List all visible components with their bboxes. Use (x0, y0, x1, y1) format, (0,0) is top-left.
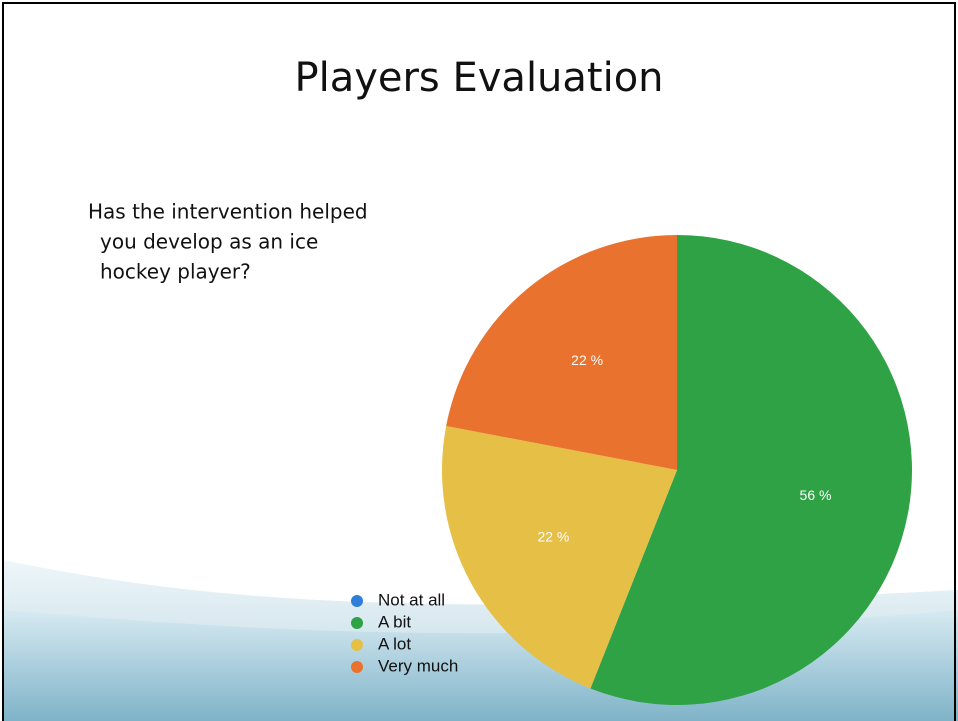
pie-slice (590, 235, 912, 706)
value-label: 22 % (571, 352, 603, 368)
chart-title: Players Evaluation (294, 55, 663, 101)
question: you develop as an ice (100, 230, 318, 254)
legend-swatch (351, 595, 363, 607)
legend-label: Not at all (378, 590, 445, 609)
question: Has the intervention helped (88, 200, 368, 224)
legend-swatch (351, 661, 363, 673)
legend-label: A bit (378, 612, 411, 631)
value-label: 56 % (800, 487, 832, 503)
legend-swatch (351, 617, 363, 629)
pie-slice (442, 425, 677, 689)
legend-swatch (351, 639, 363, 651)
question: hockey player? (100, 260, 251, 284)
legend-label: Very much (378, 656, 458, 675)
pie-slice (446, 235, 677, 470)
value-label: 22 % (537, 529, 569, 545)
legend-label: A lot (378, 634, 411, 653)
